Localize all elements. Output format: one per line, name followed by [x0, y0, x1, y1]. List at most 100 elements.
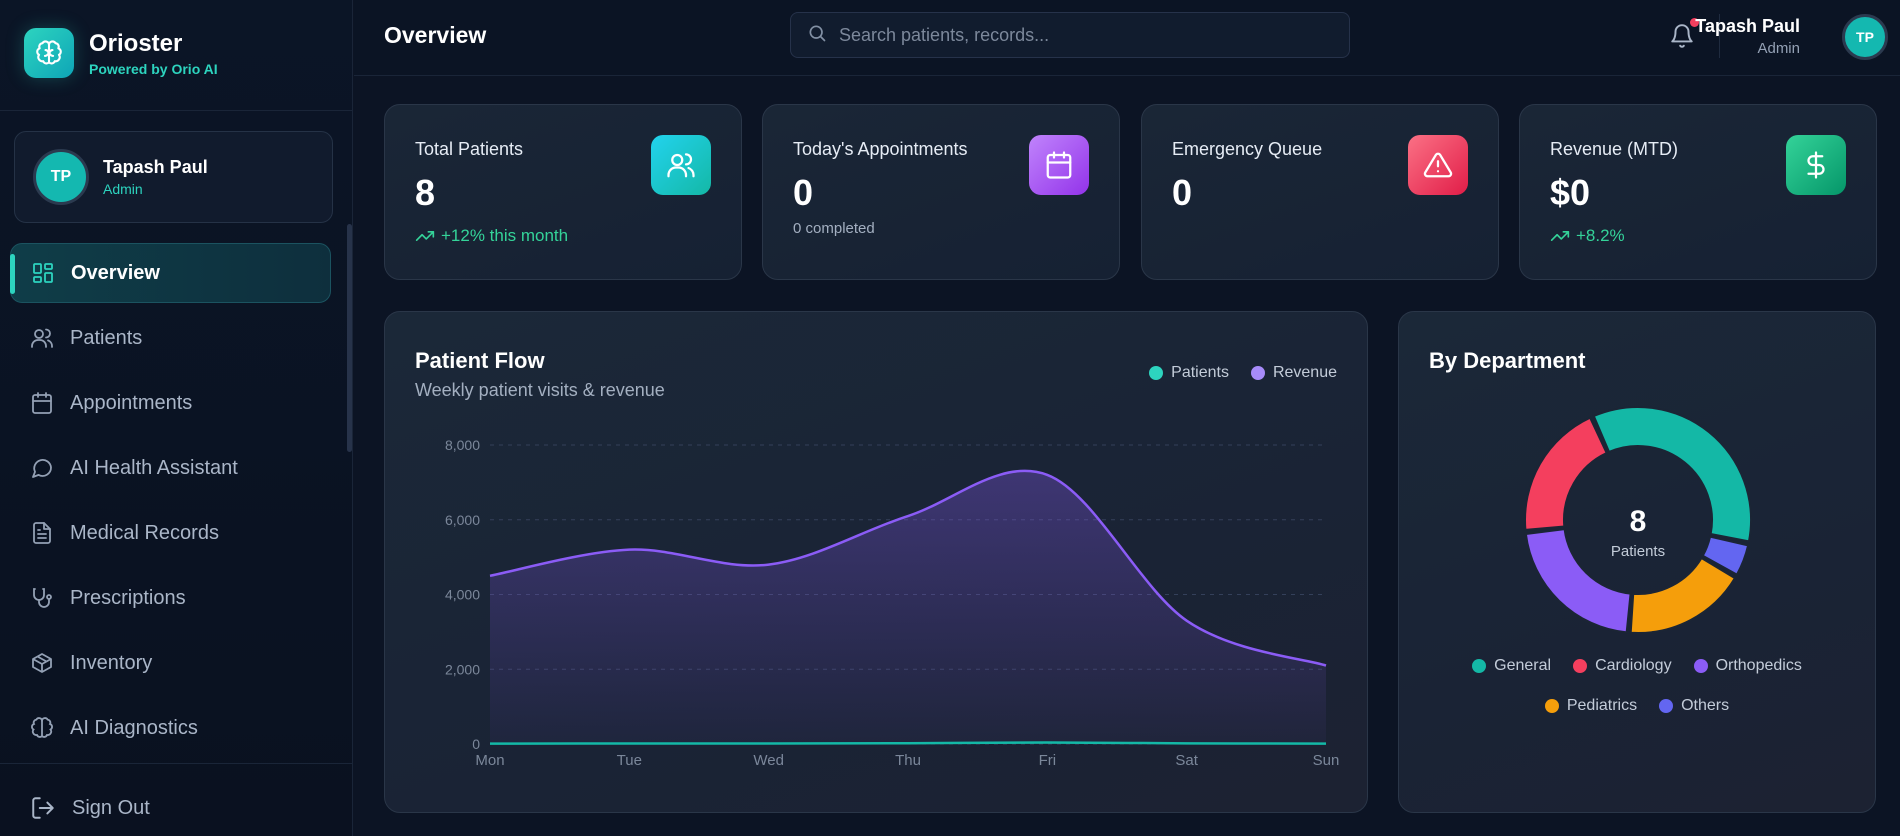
legend-item-pediatrics[interactable]: Pediatrics — [1544, 697, 1638, 715]
y-tick-label: 0 — [472, 736, 480, 752]
legend-item-patients[interactable]: Patients — [1149, 364, 1229, 382]
department-panel: By Department 8 Patients General Cardiolog… — [1398, 311, 1876, 813]
topbar-user-role: Admin — [1757, 40, 1800, 57]
x-tick-label: Mon — [475, 752, 504, 769]
layout-grid-icon — [31, 261, 55, 285]
y-tick-label: 8,000 — [445, 437, 480, 453]
x-tick-label: Wed — [753, 752, 784, 769]
patient-flow-chart[interactable]: 0 2,000 4,000 6,000 8,000 Mon Tue Wed Thu Fri Sat S… — [385, 312, 1369, 814]
alert-triangle-icon — [1408, 135, 1468, 195]
sidebar-scrollbar[interactable] — [347, 224, 352, 452]
calendar-icon — [30, 391, 54, 415]
trending-up-icon — [1550, 231, 1570, 241]
donut-center-value: 8 — [1630, 505, 1647, 538]
notification-dot — [1690, 18, 1699, 27]
stat-card-appointments[interactable]: Today's Appointments 0 0 completed — [762, 104, 1120, 280]
topbar-user-name: Tapash Paul — [1695, 16, 1800, 36]
sidebar-item-appointments[interactable]: Appointments — [10, 373, 331, 433]
stat-subtext: 0 completed — [793, 220, 875, 237]
legend-item-others[interactable]: Others — [1659, 697, 1729, 715]
donut-slice-others[interactable] — [1701, 535, 1750, 576]
sidebar-item-overview[interactable]: Overview — [10, 243, 331, 303]
legend-dot — [1149, 366, 1164, 380]
sidebar-item-label: AI Diagnostics — [70, 716, 198, 739]
log-out-icon — [30, 795, 56, 821]
donut-slice-orthopedics[interactable] — [1524, 528, 1632, 634]
legend-dot — [1573, 659, 1588, 673]
brand-name: Orioster — [89, 29, 183, 57]
legend-dot — [1472, 659, 1487, 673]
stat-card-revenue[interactable]: Revenue (MTD) $0 +8.2% — [1519, 104, 1877, 280]
stat-value: $0 — [1550, 172, 1591, 213]
sidebar-item-prescriptions[interactable]: Prescriptions — [10, 568, 331, 628]
donut-slice-cardiology[interactable] — [1524, 416, 1608, 531]
chat-bubble-icon — [30, 456, 54, 480]
topbar-user[interactable]: Tapash Paul Admin — [1695, 16, 1800, 57]
legend-dot — [1693, 659, 1708, 673]
sidebar-item-medical-records[interactable]: Medical Records — [10, 503, 331, 563]
sidebar-item-ai-health-assistant[interactable]: AI Health Assistant — [10, 438, 331, 498]
sidebar-nav: Overview Patients Appointments AI Health… — [10, 243, 331, 763]
legend-label: Others — [1681, 697, 1730, 714]
y-tick-label: 6,000 — [445, 512, 480, 528]
sign-out-label: Sign Out — [72, 796, 150, 819]
search-box[interactable] — [790, 12, 1350, 58]
stat-label: Revenue (MTD) — [1550, 139, 1679, 159]
sidebar-item-label: Appointments — [70, 391, 193, 414]
donut-center-label: Patients — [1611, 543, 1665, 560]
brand[interactable]: Orioster Powered by Orio AI — [24, 28, 218, 78]
page-title: Overview — [384, 22, 487, 48]
legend-dot — [1250, 366, 1265, 380]
stat-label: Total Patients — [415, 139, 524, 159]
stat-trend: +8.2% — [1550, 226, 1846, 246]
legend-item-cardiology[interactable]: Cardiology — [1573, 657, 1672, 675]
sidebar-item-label: Inventory — [70, 651, 153, 674]
file-text-icon — [30, 521, 54, 545]
stethoscope-icon — [30, 586, 54, 610]
legend-label: Pediatrics — [1566, 697, 1638, 714]
sidebar-item-ai-diagnostics[interactable]: AI Diagnostics — [10, 698, 331, 758]
sidebar-item-inventory[interactable]: Inventory — [10, 633, 331, 693]
legend-label: Revenue — [1272, 364, 1337, 381]
user-role: Admin — [103, 181, 143, 197]
legend-item-orthopedics[interactable]: Orthopedics — [1693, 657, 1802, 675]
topbar-divider — [1719, 14, 1720, 58]
search-input[interactable] — [839, 24, 1319, 46]
users-icon — [651, 135, 711, 195]
sidebar-item-patients[interactable]: Patients — [10, 308, 331, 368]
sidebar-item-label: Medical Records — [70, 521, 219, 544]
sidebar-item-label: Prescriptions — [70, 586, 186, 609]
legend-label: Patients — [1171, 364, 1229, 381]
topbar-avatar[interactable]: TP — [1842, 14, 1888, 60]
brain-icon — [30, 716, 54, 740]
patients-line[interactable] — [489, 741, 1327, 745]
revenue-area — [490, 470, 1326, 744]
x-tick-label: Sun — [1313, 752, 1340, 769]
stat-card-emergency-queue[interactable]: Emergency Queue 0 — [1141, 104, 1499, 280]
dollar-icon — [1786, 135, 1846, 195]
department-donut-chart[interactable]: 8 Patients — [1399, 312, 1877, 814]
revenue-line[interactable] — [489, 469, 1327, 667]
legend-dot — [1544, 699, 1559, 713]
sign-out-button[interactable]: Sign Out — [30, 795, 150, 821]
legend-item-general[interactable]: General — [1472, 657, 1551, 675]
stat-label: Emergency Queue — [1172, 139, 1323, 159]
sidebar-item-label: Overview — [71, 261, 160, 284]
calendar-icon — [1029, 135, 1089, 195]
legend-label: Orthopedics — [1715, 657, 1802, 674]
donut-slice-general[interactable] — [1592, 406, 1752, 543]
user-card[interactable]: TP Tapash Paul Admin — [14, 131, 333, 223]
notifications-button[interactable] — [1669, 18, 1699, 50]
stat-trend-text: +8.2% — [1576, 226, 1625, 245]
search-icon — [807, 23, 827, 48]
user-name: Tapash Paul — [103, 157, 208, 177]
trending-up-icon — [415, 231, 435, 241]
donut-slice-pediatrics[interactable] — [1629, 556, 1737, 634]
brand-subtitle: Powered by Orio AI — [89, 60, 218, 77]
legend-dot — [1659, 699, 1674, 713]
legend-item-revenue[interactable]: Revenue — [1250, 364, 1337, 382]
stat-trend: +12% this month — [415, 226, 711, 246]
sidebar-divider — [0, 110, 353, 111]
sidebar-item-label: Patients — [70, 326, 143, 349]
stat-card-total-patients[interactable]: Total Patients 8 +12% this month — [384, 104, 742, 280]
